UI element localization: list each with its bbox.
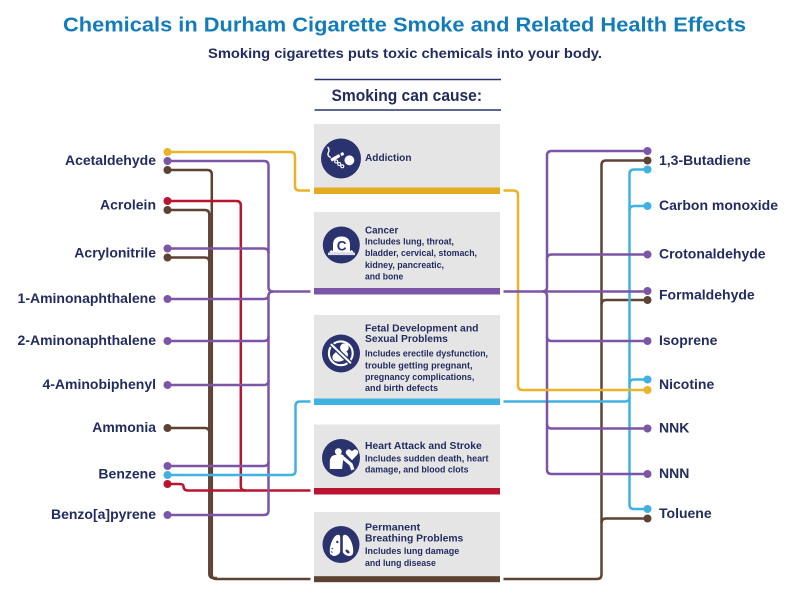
svg-text:Formaldehyde: Formaldehyde: [659, 287, 755, 303]
svg-text:Breathing Problems: Breathing Problems: [365, 533, 464, 544]
svg-text:1,3-Butadiene: 1,3-Butadiene: [659, 152, 751, 168]
svg-text:Includes lung damage: Includes lung damage: [365, 546, 459, 556]
svg-text:Cancer: Cancer: [365, 225, 398, 236]
svg-text:kidney, pancreatic,: kidney, pancreatic,: [365, 260, 444, 270]
svg-text:Addiction: Addiction: [365, 153, 412, 164]
svg-text:C: C: [337, 239, 347, 254]
svg-text:Benzene: Benzene: [98, 466, 156, 482]
svg-text:Chemicals in Durham Cigarette: Chemicals in Durham Cigarette Smoke and …: [63, 15, 746, 37]
svg-text:Sexual Problems: Sexual Problems: [365, 334, 448, 345]
svg-text:4-Aminobiphenyl: 4-Aminobiphenyl: [42, 376, 156, 392]
svg-text:Acrolein: Acrolein: [100, 197, 156, 213]
svg-text:1-Aminonaphthalene: 1-Aminonaphthalene: [18, 290, 157, 306]
svg-text:Crotonaldehyde: Crotonaldehyde: [659, 246, 766, 262]
svg-text:bladder, cervical, stomach,: bladder, cervical, stomach,: [365, 248, 477, 258]
svg-text:trouble getting pregnant,: trouble getting pregnant,: [365, 360, 473, 370]
svg-text:Heart Attack and Stroke: Heart Attack and Stroke: [365, 441, 482, 452]
svg-text:Includes lung, throat,: Includes lung, throat,: [365, 237, 454, 247]
svg-text:damage, and blood clots: damage, and blood clots: [365, 465, 469, 475]
svg-text:Isoprene: Isoprene: [659, 332, 718, 348]
svg-text:Acetaldehyde: Acetaldehyde: [65, 152, 156, 168]
svg-text:Benzo[a]pyrene: Benzo[a]pyrene: [51, 506, 156, 522]
svg-text:2-Aminonaphthalene: 2-Aminonaphthalene: [18, 332, 157, 348]
svg-text:Smoking can cause:: Smoking can cause:: [332, 86, 483, 105]
svg-text:NNN: NNN: [659, 465, 689, 481]
svg-text:Toluene: Toluene: [659, 505, 712, 521]
svg-text:Nicotine: Nicotine: [659, 376, 714, 392]
svg-text:Carbon monoxide: Carbon monoxide: [659, 197, 778, 213]
svg-text:and bone: and bone: [365, 271, 403, 281]
svg-text:Permanent: Permanent: [365, 522, 421, 533]
svg-text:Smoking cigarettes puts toxic: Smoking cigarettes puts toxic chemicals …: [208, 45, 602, 61]
svg-text:Fetal Development and: Fetal Development and: [365, 324, 479, 335]
svg-text:NNK: NNK: [659, 420, 689, 436]
svg-text:Includes erectile dysfunction,: Includes erectile dysfunction,: [365, 349, 488, 359]
svg-text:Includes sudden death, heart: Includes sudden death, heart: [365, 453, 489, 463]
svg-text:pregnancy complications,: pregnancy complications,: [365, 372, 474, 382]
svg-text:and lung disease: and lung disease: [365, 558, 436, 568]
svg-text:Acrylonitrile: Acrylonitrile: [74, 245, 156, 261]
svg-text:Ammonia: Ammonia: [92, 419, 156, 435]
svg-text:and birth defects: and birth defects: [365, 383, 438, 393]
